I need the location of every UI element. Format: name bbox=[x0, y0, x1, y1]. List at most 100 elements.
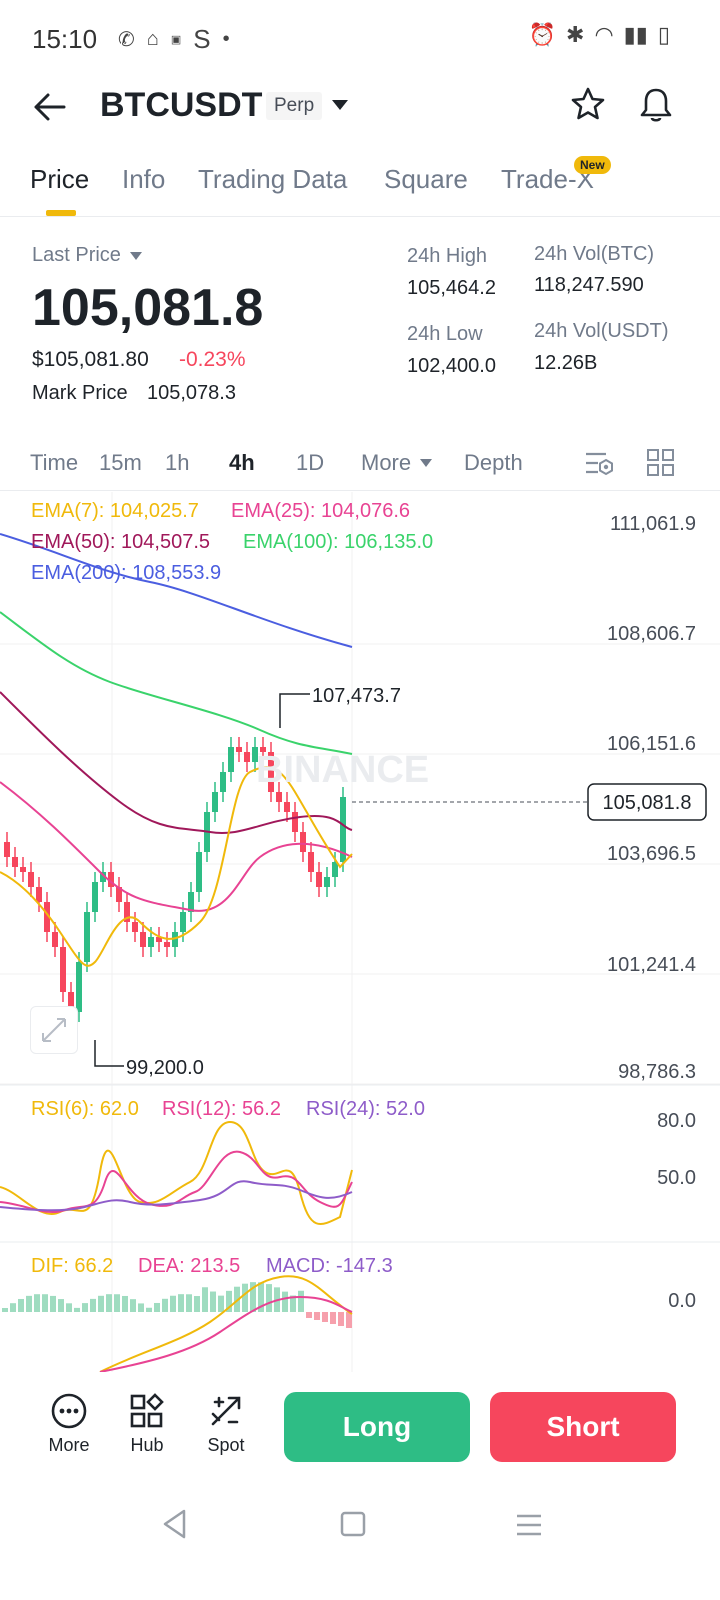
spot-swap-icon bbox=[211, 1396, 241, 1426]
macd-bar bbox=[330, 1312, 336, 1324]
candle-body bbox=[20, 867, 26, 872]
rsi-axis-label: 80.0 bbox=[657, 1110, 696, 1132]
price-axis-label: 101,241.4 bbox=[607, 954, 696, 976]
candle-body bbox=[276, 792, 282, 802]
tab-trading-data[interactable]: Trading Data bbox=[198, 164, 348, 194]
grid-layout-icon[interactable] bbox=[646, 448, 676, 478]
candle-body bbox=[324, 877, 330, 887]
candle-body bbox=[60, 947, 66, 992]
macd-bar bbox=[26, 1295, 32, 1312]
nav-menu-icon[interactable] bbox=[514, 1512, 544, 1538]
tab-info[interactable]: Info bbox=[122, 164, 166, 194]
system-nav-bar bbox=[0, 1490, 720, 1600]
rsi12-line bbox=[0, 1150, 353, 1214]
macd-bar bbox=[290, 1295, 296, 1312]
interval-1h[interactable]: 1h bbox=[165, 450, 190, 475]
chart-watermark: BINANCE bbox=[256, 749, 429, 791]
macd-bar bbox=[194, 1296, 200, 1312]
24h-high-label: 24h High bbox=[407, 245, 488, 267]
spot-button[interactable]: Spot bbox=[200, 1392, 252, 1456]
bell-icon[interactable] bbox=[638, 86, 674, 124]
rsi12-legend: RSI(12): 56.2 bbox=[162, 1098, 281, 1120]
hub-label: Hub bbox=[130, 1435, 164, 1455]
symbol-dropdown-icon[interactable] bbox=[330, 98, 350, 112]
tab-square[interactable]: Square bbox=[384, 164, 468, 194]
macd-bar bbox=[50, 1295, 56, 1312]
macd-bar bbox=[170, 1295, 176, 1312]
candle-body bbox=[340, 797, 346, 862]
alarm-icon: ⏰ bbox=[528, 22, 557, 47]
temu-icon: ▣ bbox=[170, 34, 182, 46]
nav-back-icon[interactable] bbox=[160, 1508, 190, 1540]
spot-label: Spot bbox=[207, 1435, 245, 1455]
tab-price[interactable]: Price bbox=[30, 164, 90, 194]
nav-home-icon[interactable] bbox=[339, 1510, 367, 1538]
price-change: -0.23% bbox=[179, 348, 246, 371]
carrier-icon: S bbox=[193, 24, 211, 54]
macd-bar bbox=[74, 1307, 80, 1312]
candle-body bbox=[124, 902, 130, 922]
indicator-settings-icon[interactable] bbox=[584, 448, 616, 478]
new-badge: New bbox=[574, 156, 611, 174]
interval-time[interactable]: Time bbox=[30, 450, 79, 475]
fiat-price: $105,081.80 bbox=[32, 348, 149, 371]
more-button[interactable]: More bbox=[40, 1392, 98, 1456]
candle-body bbox=[156, 937, 162, 942]
candle-body bbox=[284, 802, 290, 812]
interval-more[interactable]: More bbox=[361, 450, 433, 476]
macd-bar bbox=[130, 1299, 136, 1312]
macd-bar bbox=[10, 1303, 16, 1312]
candle-body bbox=[260, 747, 266, 752]
dea-legend: DEA: 213.5 bbox=[138, 1255, 241, 1277]
macd-bar bbox=[242, 1283, 248, 1312]
macd-bar bbox=[122, 1295, 128, 1312]
candle-body bbox=[164, 942, 170, 947]
candle-body bbox=[140, 932, 146, 947]
whatsapp-icon: ✆ bbox=[118, 29, 135, 51]
macd-bar bbox=[162, 1298, 168, 1312]
macd-bar bbox=[322, 1312, 328, 1322]
candle-body bbox=[292, 812, 298, 832]
more-dot-icon: • bbox=[222, 28, 230, 50]
last-price-label[interactable]: Last Price bbox=[32, 244, 143, 267]
candle-body bbox=[196, 852, 202, 892]
short-button[interactable]: Short bbox=[490, 1392, 676, 1462]
interval-15m[interactable]: 15m bbox=[99, 450, 142, 475]
back-arrow-icon[interactable] bbox=[32, 92, 66, 122]
depth-tab[interactable]: Depth bbox=[464, 450, 523, 475]
status-system-icons: ⏰ ✱ ◠ ▮▮ ▯ bbox=[529, 22, 670, 48]
rsi24-legend: RSI(24): 52.0 bbox=[306, 1098, 425, 1120]
ema100-legend: EMA(100): 106,135.0 bbox=[243, 531, 434, 553]
candle-body bbox=[188, 892, 194, 912]
price-axis-label: 103,696.5 bbox=[607, 843, 696, 865]
macd-bar bbox=[178, 1294, 184, 1312]
candle-body bbox=[300, 832, 306, 852]
hub-icon bbox=[130, 1393, 164, 1428]
interval-4h[interactable]: 4h bbox=[229, 450, 255, 475]
bottom-action-bar: More Hub Spot Long Short bbox=[0, 1380, 720, 1480]
chart-area[interactable]: BINANCE 107,473.7 99,200.0 111,061.9 108… bbox=[0, 492, 720, 1372]
mark-price-label: Mark Price bbox=[32, 382, 128, 404]
symbol-title[interactable]: BTCUSDT bbox=[100, 86, 263, 124]
perp-badge: Perp bbox=[266, 92, 323, 120]
rsi6-legend: RSI(6): 62.0 bbox=[31, 1098, 139, 1120]
favorite-star-icon[interactable] bbox=[570, 86, 606, 122]
status-app-icons: ✆ ⌂ ▣ S • bbox=[118, 24, 230, 55]
ema200-line bbox=[0, 533, 353, 648]
candle-body bbox=[92, 882, 98, 912]
ema50-line bbox=[0, 691, 353, 834]
high-marker-line bbox=[279, 693, 310, 728]
hub-button[interactable]: Hub bbox=[120, 1392, 174, 1456]
fullscreen-button[interactable] bbox=[30, 1006, 78, 1054]
candle-body bbox=[36, 887, 42, 902]
macd-bar bbox=[58, 1299, 64, 1312]
header: BTCUSDT Perp bbox=[0, 78, 720, 138]
long-button[interactable]: Long bbox=[284, 1392, 470, 1462]
macd-bar bbox=[338, 1312, 344, 1326]
candle-body bbox=[68, 992, 74, 1012]
candlestick-series bbox=[4, 737, 346, 1022]
macd-bar bbox=[114, 1294, 120, 1312]
interval-1d[interactable]: 1D bbox=[296, 450, 325, 475]
ema7-line bbox=[0, 766, 353, 967]
chart-canvas[interactable]: BINANCE 107,473.7 99,200.0 111,061.9 108… bbox=[0, 492, 720, 1372]
